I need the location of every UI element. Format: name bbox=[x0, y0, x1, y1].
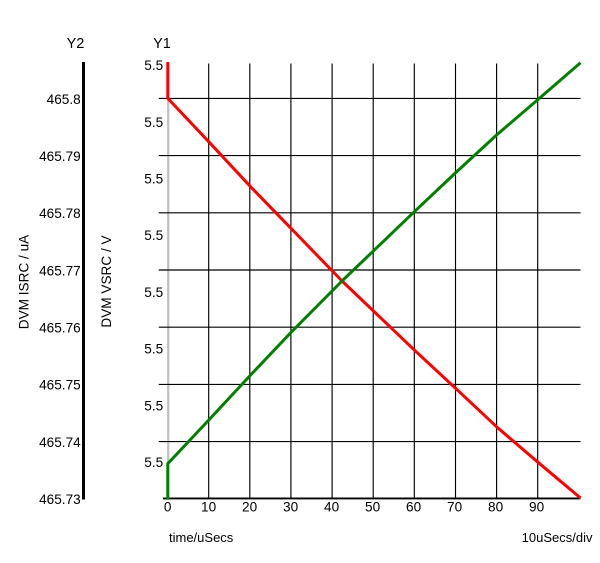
svg-text:70: 70 bbox=[447, 500, 463, 515]
svg-text:5.5: 5.5 bbox=[144, 228, 163, 243]
svg-text:465.74: 465.74 bbox=[39, 435, 81, 450]
svg-text:0: 0 bbox=[164, 500, 172, 515]
svg-text:Y2: Y2 bbox=[67, 36, 85, 52]
svg-text:465.8: 465.8 bbox=[47, 92, 81, 107]
svg-text:10uSecs/div: 10uSecs/div bbox=[522, 530, 593, 545]
svg-text:5.5: 5.5 bbox=[144, 285, 163, 300]
svg-text:20: 20 bbox=[242, 500, 258, 515]
svg-text:DVM ISRC / uA: DVM ISRC / uA bbox=[17, 234, 32, 329]
svg-text:465.78: 465.78 bbox=[39, 206, 81, 221]
svg-text:5.5: 5.5 bbox=[144, 172, 163, 187]
svg-text:5.5: 5.5 bbox=[144, 342, 163, 357]
svg-text:50: 50 bbox=[365, 500, 381, 515]
svg-text:465.73: 465.73 bbox=[39, 492, 81, 507]
svg-text:465.77: 465.77 bbox=[39, 263, 81, 278]
svg-text:10: 10 bbox=[201, 500, 217, 515]
svg-text:5.5: 5.5 bbox=[144, 455, 163, 470]
svg-text:5.5: 5.5 bbox=[144, 115, 163, 130]
svg-text:465.75: 465.75 bbox=[39, 378, 81, 393]
svg-text:60: 60 bbox=[406, 500, 422, 515]
svg-text:DVM VSRC / V: DVM VSRC / V bbox=[99, 235, 114, 327]
svg-text:5.5: 5.5 bbox=[144, 398, 163, 413]
svg-text:time/uSecs: time/uSecs bbox=[169, 530, 234, 545]
svg-text:5.5: 5.5 bbox=[144, 58, 163, 73]
svg-text:465.76: 465.76 bbox=[39, 321, 81, 336]
svg-text:40: 40 bbox=[324, 500, 340, 515]
svg-text:30: 30 bbox=[283, 500, 299, 515]
svg-text:80: 80 bbox=[488, 500, 504, 515]
svg-text:465.79: 465.79 bbox=[39, 149, 81, 164]
svg-text:Y1: Y1 bbox=[153, 36, 171, 52]
svg-text:90: 90 bbox=[529, 500, 545, 515]
